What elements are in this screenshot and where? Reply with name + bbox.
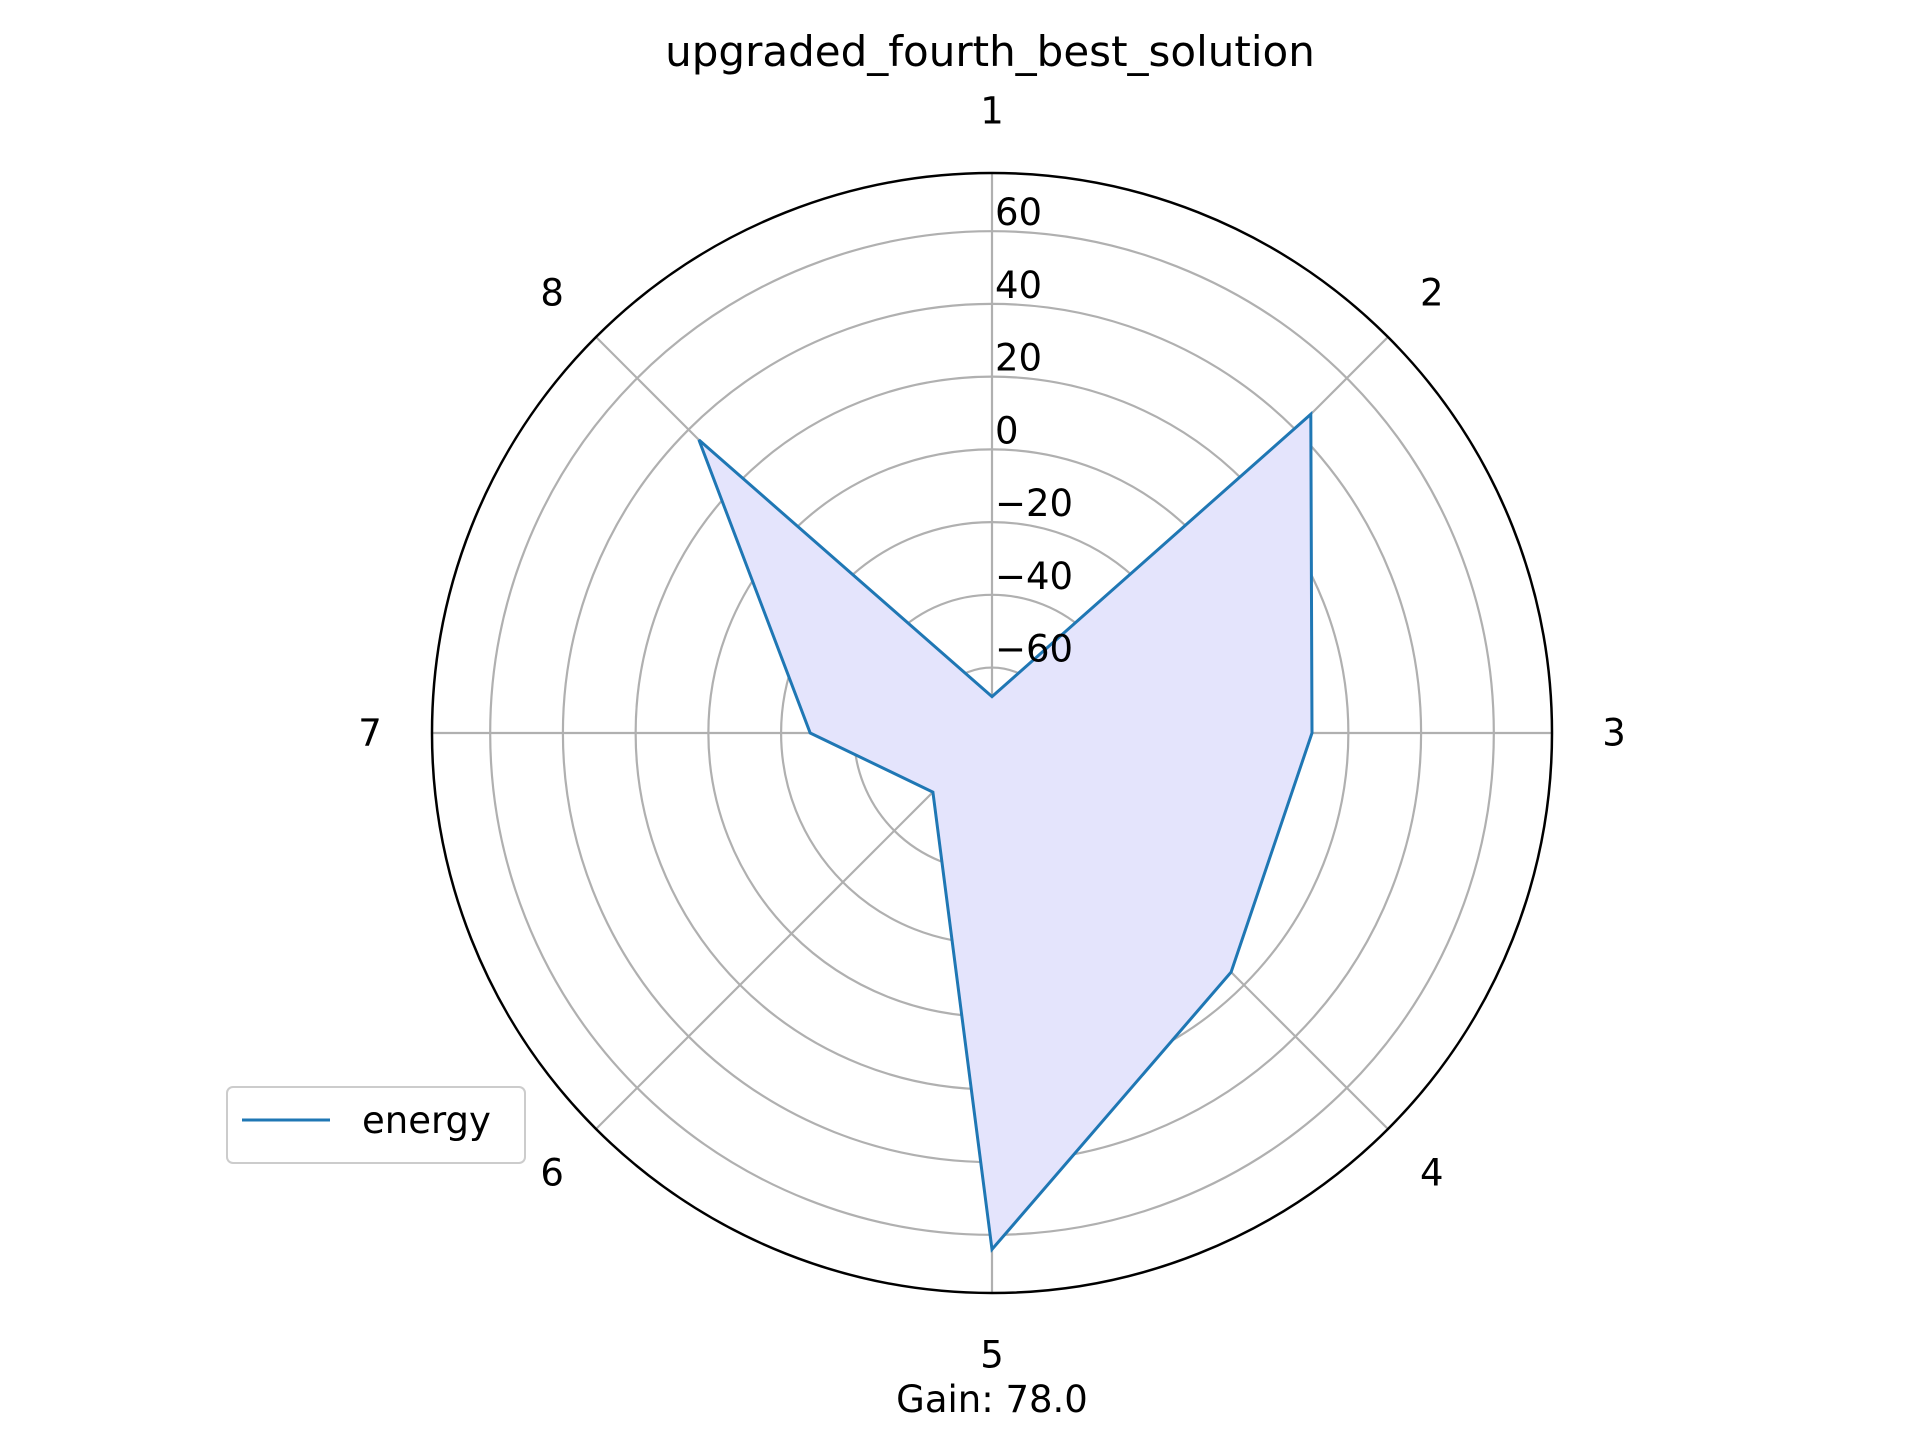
legend-box — [226, 1086, 526, 1164]
category-label-4: 4 — [1420, 1151, 1444, 1194]
chart-title: upgraded_fourth_best_solution — [665, 27, 1315, 76]
radial-ticks: −60 −40 −20 0 20 40 60 — [995, 191, 1073, 670]
category-labels: 1 2 3 4 5 6 7 8 — [358, 90, 1626, 1377]
series-layer — [697, 410, 1314, 1253]
legend: energy — [226, 1086, 526, 1164]
gain-label: Gain: 78.0 — [896, 1378, 1088, 1421]
r-tick-label: 40 — [995, 264, 1042, 307]
category-label-1: 1 — [980, 90, 1004, 133]
r-tick-label: −20 — [995, 482, 1073, 525]
r-tick-label: −60 — [995, 628, 1073, 671]
r-tick-label: 60 — [995, 191, 1042, 234]
category-label-3: 3 — [1602, 712, 1626, 755]
r-tick-label: −40 — [995, 555, 1073, 598]
series-fill-energy — [698, 414, 1312, 1250]
category-label-8: 8 — [540, 272, 564, 315]
r-tick-label: 20 — [995, 337, 1042, 380]
category-label-5: 5 — [980, 1334, 1004, 1377]
grid-spoke — [595, 732, 993, 1130]
category-label-7: 7 — [358, 712, 382, 755]
category-label-6: 6 — [540, 1151, 564, 1194]
category-label-2: 2 — [1420, 272, 1444, 315]
polar-frame — [430, 171, 1554, 1295]
legend-label-energy: energy — [362, 1099, 491, 1142]
r-tick-label: 0 — [995, 409, 1019, 452]
